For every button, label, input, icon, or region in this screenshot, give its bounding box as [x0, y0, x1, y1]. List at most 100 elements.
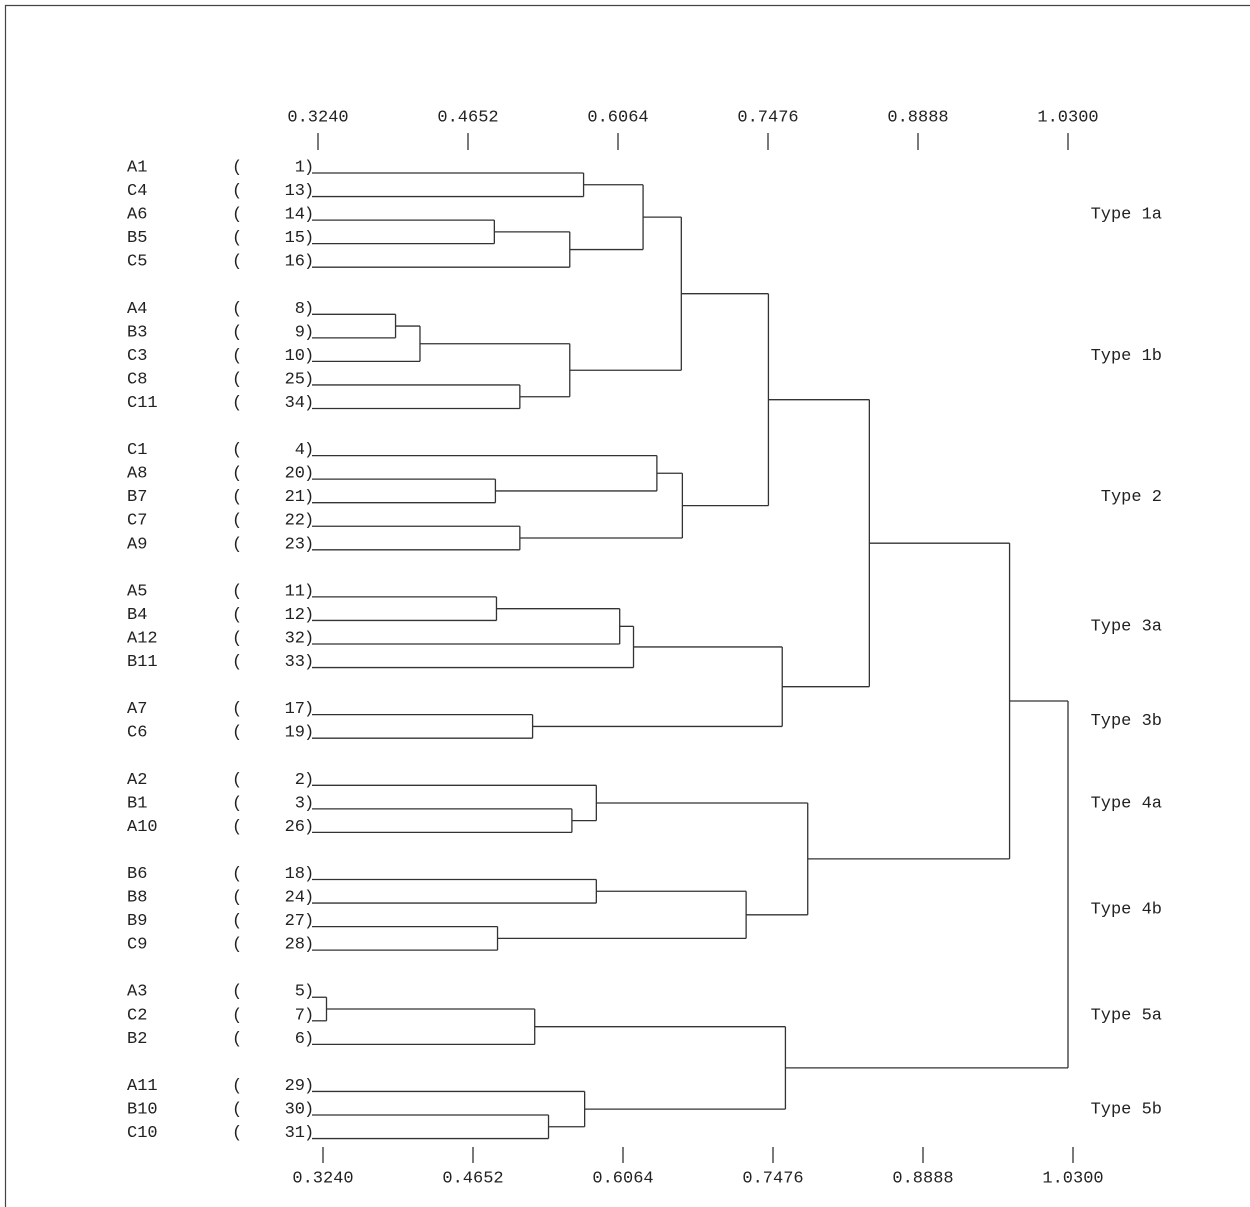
leaf-label: B11: [127, 653, 158, 672]
leaf-number: 27: [285, 912, 305, 931]
paren: ): [304, 158, 314, 177]
paren: ): [304, 700, 314, 719]
leaf-label: A8: [127, 465, 147, 484]
paren: (: [232, 535, 242, 554]
paren: (: [232, 229, 242, 248]
paren: ): [304, 441, 314, 460]
paren: ): [304, 653, 314, 672]
paren: ): [304, 1006, 314, 1025]
paren: ): [304, 1030, 314, 1049]
leaf-number: 30: [285, 1100, 305, 1119]
paren: ): [304, 582, 314, 601]
top-tick-label: 0.7476: [737, 108, 798, 127]
leaf-label: C6: [127, 724, 147, 743]
paren: ): [304, 229, 314, 248]
leaf-number: 31: [285, 1124, 305, 1143]
leaf-number: 19: [285, 724, 305, 743]
paren: (: [232, 794, 242, 813]
paren: (: [232, 370, 242, 389]
paren: ): [304, 535, 314, 554]
leaf-label: A2: [127, 771, 147, 790]
top-tick-label: 0.6064: [587, 108, 648, 127]
bottom-tick-label: 0.4652: [442, 1169, 503, 1188]
paren: ): [304, 488, 314, 507]
leaf-number: 16: [285, 253, 305, 272]
paren: (: [232, 912, 242, 931]
leaf-label: A12: [127, 629, 158, 648]
group-label: Type 1a: [1091, 206, 1162, 225]
leaf-label: B1: [127, 794, 147, 813]
paren: ): [304, 347, 314, 366]
paren: (: [232, 206, 242, 225]
paren: (: [232, 983, 242, 1002]
leaf-number: 13: [285, 182, 305, 201]
leaf-label: B5: [127, 229, 147, 248]
paren: ): [304, 253, 314, 272]
paren: (: [232, 1030, 242, 1049]
group-label: Type 5a: [1091, 1006, 1162, 1025]
bottom-tick-label: 0.3240: [292, 1169, 353, 1188]
paren: ): [304, 394, 314, 413]
paren: ): [304, 606, 314, 625]
paren: ): [304, 206, 314, 225]
bottom-tick-label: 1.0300: [1042, 1169, 1103, 1188]
group-label: Type 1b: [1091, 347, 1162, 366]
paren: (: [232, 771, 242, 790]
leaf-label: B6: [127, 865, 147, 884]
paren: ): [304, 724, 314, 743]
leaf-label: C7: [127, 512, 147, 531]
leaf-number: 9: [295, 323, 305, 342]
leaf-number: 26: [285, 818, 305, 837]
paren: (: [232, 158, 242, 177]
paren: (: [232, 889, 242, 908]
paren: (: [232, 606, 242, 625]
top-tick-label: 0.8888: [887, 108, 948, 127]
leaf-label: C8: [127, 370, 147, 389]
leaf-label: B7: [127, 488, 147, 507]
leaf-label: B9: [127, 912, 147, 931]
paren: (: [232, 865, 242, 884]
leaf-label: A10: [127, 818, 158, 837]
bottom-tick-label: 0.6064: [592, 1169, 653, 1188]
leaf-label: A5: [127, 582, 147, 601]
paren: (: [232, 512, 242, 531]
paren: ): [304, 912, 314, 931]
leaf-label: A11: [127, 1077, 158, 1096]
paren: ): [304, 465, 314, 484]
group-label: Type 3a: [1091, 618, 1162, 637]
paren: ): [304, 983, 314, 1002]
group-label: Type 5b: [1091, 1100, 1162, 1119]
paren: (: [232, 700, 242, 719]
leaf-number: 5: [295, 983, 305, 1002]
leaf-label: A4: [127, 300, 147, 319]
leaf-label: C9: [127, 936, 147, 955]
group-label: Type 2: [1101, 488, 1162, 507]
leaf-number: 4: [295, 441, 305, 460]
paren: (: [232, 465, 242, 484]
paren: ): [304, 370, 314, 389]
leaf-number: 33: [285, 653, 305, 672]
paren: (: [232, 394, 242, 413]
paren: ): [304, 771, 314, 790]
paren: (: [232, 1124, 242, 1143]
paren: (: [232, 1100, 242, 1119]
leaf-label: C1: [127, 441, 147, 460]
group-label: Type 3b: [1091, 712, 1162, 731]
paren: (: [232, 253, 242, 272]
leaf-number: 6: [295, 1030, 305, 1049]
paren: ): [304, 865, 314, 884]
leaf-label: C2: [127, 1006, 147, 1025]
leaf-label: B4: [127, 606, 147, 625]
paren: (: [232, 818, 242, 837]
paren: ): [304, 1124, 314, 1143]
leaf-label: A1: [127, 158, 147, 177]
leaf-number: 34: [285, 394, 305, 413]
leaf-number: 24: [285, 889, 305, 908]
leaf-number: 32: [285, 629, 305, 648]
leaf-number: 2: [295, 771, 305, 790]
paren: ): [304, 629, 314, 648]
paren: ): [304, 936, 314, 955]
leaf-label: B10: [127, 1100, 158, 1119]
leaf-label: C3: [127, 347, 147, 366]
paren: ): [304, 794, 314, 813]
